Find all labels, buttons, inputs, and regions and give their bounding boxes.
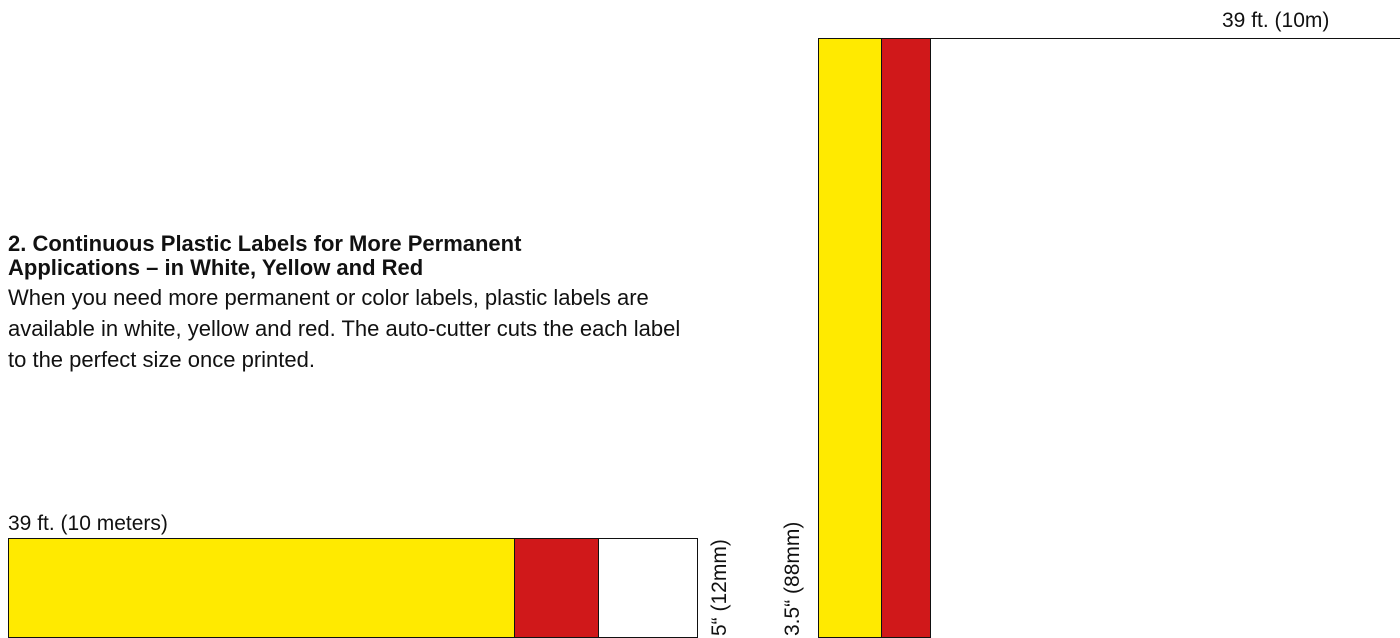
left-yellow-strip xyxy=(8,538,515,638)
left-length-label: 39 ft. (10 meters) xyxy=(8,512,168,535)
right-red-strip xyxy=(881,38,931,638)
right-yellow-strip xyxy=(818,38,882,638)
heading-line-1: 2. Continuous Plastic Labels for More Pe… xyxy=(8,231,522,256)
left-width-label: 5“ (12mm) xyxy=(708,539,731,636)
heading-line-2: Applications – in White, Yellow and Red xyxy=(8,255,424,280)
right-width-label: 3.5“ (88mm) xyxy=(781,521,804,636)
section-body-text: When you need more permanent or color la… xyxy=(8,285,681,372)
section-heading: 2. Continuous Plastic Labels for More Pe… xyxy=(8,232,728,280)
right-top-line xyxy=(818,38,1400,39)
left-red-strip xyxy=(514,538,599,638)
left-white-strip xyxy=(598,538,698,638)
right-length-label: 39 ft. (10m) xyxy=(1222,9,1330,32)
